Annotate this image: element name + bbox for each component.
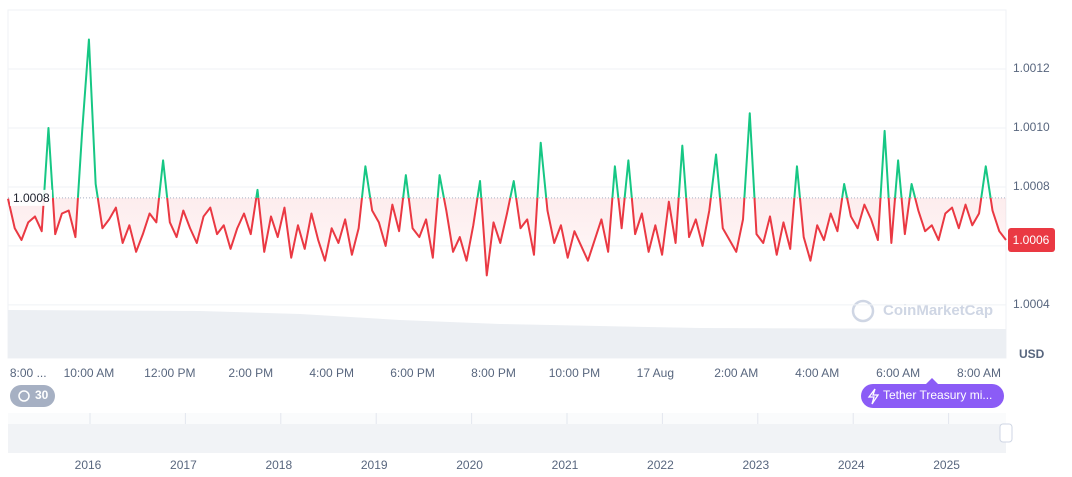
event-button[interactable]: Tether Treasury mi... [861, 378, 1004, 408]
y-tick-label: 1.0012 [1013, 61, 1050, 75]
below-area [8, 197, 1006, 276]
x-tick-label: 6:00 AM [876, 366, 920, 380]
navigator-year: 2025 [933, 458, 960, 472]
x-tick-label: 2:00 AM [714, 366, 758, 380]
x-tick-label: 17 Aug [637, 366, 674, 380]
event-bg [861, 384, 1004, 408]
navigator-year: 2016 [75, 458, 102, 472]
event-pointer [926, 378, 938, 384]
navigator-year: 2019 [361, 458, 388, 472]
currency-label: USD [1019, 347, 1045, 361]
x-tick-label: 8:00 ... [10, 366, 47, 380]
current-price-label: 1.0006 [1013, 233, 1050, 247]
navigator-year: 2018 [265, 458, 292, 472]
event-icon [867, 388, 880, 405]
volume-area [8, 310, 1006, 358]
price-line-down [7, 197, 1007, 277]
watermark: CoinMarketCap [851, 299, 993, 323]
y-tick-label: 1.0008 [1013, 179, 1050, 193]
navigator-year: 2020 [456, 458, 483, 472]
y-tick-label: 1.0004 [1013, 297, 1050, 311]
time-badge-text: 30 [35, 388, 49, 402]
baseline-label-bg [10, 189, 52, 206]
navigator-year: 2023 [742, 458, 769, 472]
watermark-text: CoinMarketCap [883, 302, 993, 319]
navigator-year: 2024 [838, 458, 865, 472]
navigator-top [8, 413, 1006, 424]
time-badge-icon [18, 390, 30, 402]
navigator[interactable] [8, 413, 1013, 453]
time-badge-bg [10, 385, 55, 407]
event-text: Tether Treasury mi... [883, 388, 992, 402]
baseline-label: 1.0008 [13, 191, 50, 205]
navigator-year: 2022 [647, 458, 674, 472]
x-tick-label: 8:00 AM [957, 366, 1001, 380]
x-tick-label: 6:00 PM [390, 366, 435, 380]
x-tick-label: 10:00 AM [64, 366, 115, 380]
x-tick-label: 10:00 PM [549, 366, 600, 380]
navigator-year: 2021 [552, 458, 579, 472]
navigator-handle[interactable] [999, 423, 1013, 443]
x-tick-label: 2:00 PM [228, 366, 273, 380]
time-badge[interactable]: 30 [10, 385, 55, 407]
x-tick-label: 8:00 PM [471, 366, 516, 380]
x-tick-label: 4:00 PM [309, 366, 354, 380]
plot-frame [7, 9, 1007, 359]
x-tick-label: 12:00 PM [144, 366, 195, 380]
x-tick-label: 4:00 AM [795, 366, 839, 380]
navigator-year: 2017 [170, 458, 197, 472]
current-price-bg [1008, 228, 1055, 253]
y-tick-label: 1.0010 [1013, 120, 1050, 134]
price-line-up [42, 38, 992, 198]
